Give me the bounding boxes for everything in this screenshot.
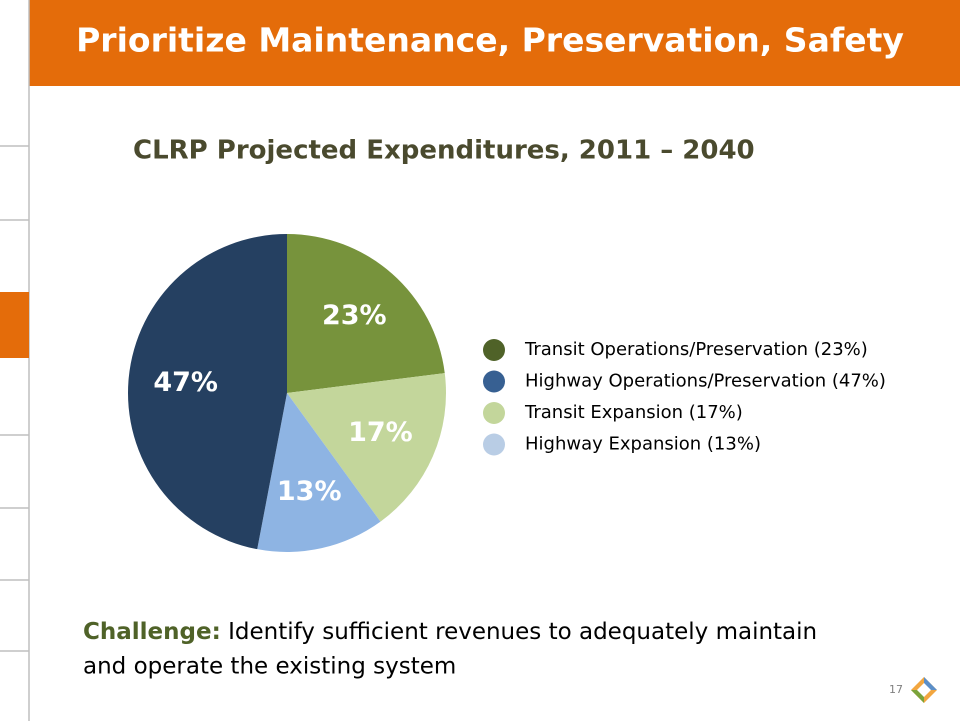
pie-slice — [128, 234, 287, 550]
pie-slice — [257, 393, 381, 552]
legend-label: Transit Expansion (17%) — [524, 402, 743, 423]
slide-number: 17 — [889, 683, 903, 696]
data-label: 23% — [322, 300, 387, 331]
legend-label: Highway Operations/Preservation (47%) — [525, 371, 886, 392]
legend-label: Transit Operations/Preservation (23%) — [524, 339, 868, 360]
header-bar — [29, 0, 960, 86]
challenge-text: Identify sufficient revenues to adequate… — [228, 619, 817, 645]
data-label: 13% — [277, 476, 342, 507]
challenge: Challenge: Identify sufficient revenues … — [83, 619, 817, 645]
left-ticks — [0, 145, 29, 652]
legend-label: Highway Expansion (13%) — [525, 434, 761, 455]
challenge-label: Challenge: — [83, 619, 221, 645]
pie-slice — [287, 373, 446, 522]
data-label: 17% — [348, 417, 413, 448]
legend-marker — [483, 433, 505, 456]
legend-marker — [483, 339, 505, 361]
chart-title: CLRP Projected Expenditures, 2011 – 2040 — [133, 136, 755, 166]
logo — [911, 677, 937, 703]
left-tab — [0, 292, 29, 358]
header-title: Prioritize Maintenance, Preservation, Sa… — [76, 21, 904, 60]
challenge-text-2: and operate the existing system — [83, 654, 456, 680]
pie-slice — [287, 234, 445, 393]
data-label: 47% — [153, 367, 218, 398]
legend-marker — [483, 370, 505, 393]
legend-marker — [483, 402, 505, 424]
